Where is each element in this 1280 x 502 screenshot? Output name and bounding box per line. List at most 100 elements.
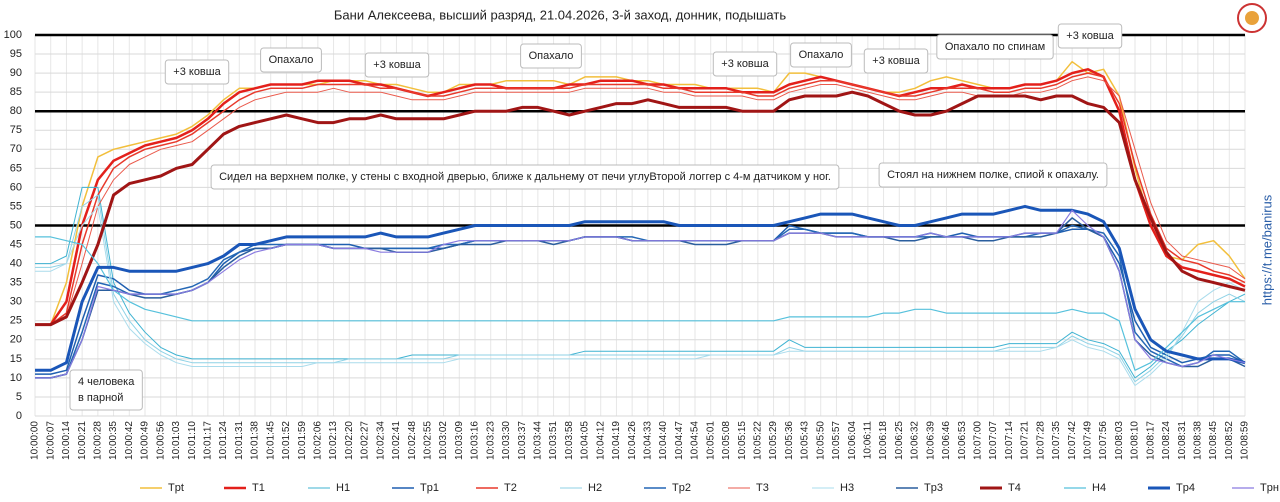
x-tick-label: 10:03:37 bbox=[517, 421, 528, 460]
x-tick-label: 10:06:46 bbox=[941, 421, 952, 460]
x-tick-label: 10:07:35 bbox=[1051, 421, 1062, 460]
x-tick-label: 10:07:21 bbox=[1020, 421, 1031, 460]
legend-label: Tp2 bbox=[672, 482, 691, 494]
x-tick-label: 10:00:56 bbox=[155, 421, 166, 460]
y-tick-label: 0 bbox=[16, 410, 22, 422]
y-tick-label: 10 bbox=[10, 372, 22, 384]
y-tick-label: 45 bbox=[10, 238, 22, 250]
legend-label: H3 bbox=[840, 482, 854, 494]
x-tick-label: 10:01:59 bbox=[297, 421, 308, 460]
x-tick-label: 10:05:01 bbox=[705, 421, 716, 460]
x-tick-label: 10:05:43 bbox=[800, 421, 811, 460]
annotation: +3 ковша bbox=[164, 59, 230, 85]
x-tick-label: 10:01:38 bbox=[250, 421, 261, 460]
x-tick-label: 10:07:49 bbox=[1082, 421, 1093, 460]
x-tick-label: 10:03:58 bbox=[564, 421, 575, 460]
x-tick-label: 10:02:55 bbox=[422, 421, 433, 460]
legend-label: Tpt bbox=[168, 482, 184, 494]
x-tick-label: 10:02:34 bbox=[375, 421, 386, 460]
y-tick-label: 15 bbox=[10, 353, 22, 365]
x-tick-label: 10:01:52 bbox=[281, 421, 292, 460]
x-tick-label: 10:08:59 bbox=[1240, 421, 1251, 460]
x-tick-label: 10:05:29 bbox=[768, 421, 779, 460]
x-tick-label: 10:07:28 bbox=[1035, 421, 1046, 460]
annotation-text: в парной bbox=[78, 392, 123, 404]
x-tick-label: 10:03:44 bbox=[532, 421, 543, 460]
y-tick-label: 25 bbox=[10, 315, 22, 327]
x-tick-label: 10:02:48 bbox=[407, 421, 418, 460]
series-line bbox=[35, 76, 1246, 326]
annotation: Опахало bbox=[520, 43, 582, 69]
x-tick-label: 10:04:05 bbox=[580, 421, 591, 460]
y-tick-label: 50 bbox=[10, 219, 22, 231]
logo-core bbox=[1245, 11, 1259, 25]
x-tick-label: 10:06:53 bbox=[957, 421, 968, 460]
annotation-box bbox=[1057, 23, 1123, 49]
legend-label: T3 bbox=[756, 482, 769, 494]
y-tick-label: 100 bbox=[4, 29, 22, 41]
series-line bbox=[35, 224, 1246, 375]
x-tick-label: 10:03:23 bbox=[485, 421, 496, 460]
x-tick-label: 10:02:13 bbox=[328, 421, 339, 460]
annotation: Опахало по спинам bbox=[936, 34, 1054, 60]
annotation-box bbox=[863, 48, 929, 74]
legend-label: H2 bbox=[588, 482, 602, 494]
legend-label: T1 bbox=[252, 482, 265, 494]
x-tick-label: 10:04:54 bbox=[690, 421, 701, 460]
x-tick-label: 10:06:04 bbox=[847, 421, 858, 460]
annotation-text: 4 человека bbox=[78, 376, 135, 388]
x-tick-label: 10:08:24 bbox=[1161, 421, 1172, 460]
legend-label: H1 bbox=[336, 482, 350, 494]
x-tick-label: 10:03:02 bbox=[438, 421, 449, 460]
annotation-text: Сидел на верхнем полке, у стены с входно… bbox=[219, 171, 831, 183]
legend-label: Tp4 bbox=[1176, 482, 1195, 494]
annotation: Стоял на нижнем полке, спиой к опахалу. bbox=[878, 162, 1108, 188]
annotation: Опахало bbox=[260, 47, 322, 73]
x-tick-label: 10:06:18 bbox=[878, 421, 889, 460]
x-tick-label: 10:01:10 bbox=[187, 421, 198, 460]
x-tick-label: 10:04:19 bbox=[611, 421, 622, 460]
x-tick-label: 10:06:32 bbox=[910, 421, 921, 460]
y-tick-label: 90 bbox=[10, 67, 22, 79]
x-tick-label: 10:03:30 bbox=[501, 421, 512, 460]
x-tick-label: 10:07:14 bbox=[1004, 421, 1015, 460]
x-tick-label: 10:06:25 bbox=[894, 421, 905, 460]
annotation: +3 ковша bbox=[1057, 23, 1123, 49]
annotation-text: Опахало bbox=[799, 49, 844, 61]
annotation-box bbox=[712, 51, 778, 77]
x-tick-label: 10:01:31 bbox=[234, 421, 245, 460]
x-tick-label: 10:00:14 bbox=[61, 421, 72, 460]
y-tick-label: 60 bbox=[10, 181, 22, 193]
y-tick-label: 30 bbox=[10, 296, 22, 308]
y-tick-label: 55 bbox=[10, 200, 22, 212]
annotation: +3 ковша bbox=[863, 48, 929, 74]
x-tick-label: 10:02:27 bbox=[360, 421, 371, 460]
y-tick-label: 85 bbox=[10, 86, 22, 98]
chart-title: Бани Алексеева, высший разряд, 21.04.202… bbox=[334, 7, 786, 22]
annotation-box bbox=[210, 164, 840, 190]
x-tick-label: 10:02:41 bbox=[391, 421, 402, 460]
annotation-box bbox=[164, 59, 230, 85]
legend-label: T4 bbox=[1008, 482, 1021, 494]
x-tick-label: 10:05:36 bbox=[784, 421, 795, 460]
x-tick-label: 10:01:03 bbox=[171, 421, 182, 460]
annotation-box bbox=[878, 162, 1108, 188]
y-tick-label: 70 bbox=[10, 143, 22, 155]
y-tick-label: 75 bbox=[10, 124, 22, 136]
x-tick-label: 10:04:40 bbox=[658, 421, 669, 460]
legend-label: Tpн bbox=[1260, 482, 1279, 494]
x-tick-label: 10:00:28 bbox=[92, 421, 103, 460]
x-tick-label: 10:05:50 bbox=[815, 421, 826, 460]
annotation-text: Опахало bbox=[269, 54, 314, 66]
y-tick-label: 40 bbox=[10, 258, 22, 270]
x-tick-label: 10:03:09 bbox=[454, 421, 465, 460]
annotation-box bbox=[520, 43, 582, 69]
annotation-box bbox=[790, 42, 852, 68]
x-tick-label: 10:04:12 bbox=[595, 421, 606, 460]
y-tick-label: 5 bbox=[16, 391, 22, 403]
series-line bbox=[35, 72, 1246, 326]
x-tick-label: 10:05:57 bbox=[831, 421, 842, 460]
annotation: Сидел на верхнем полке, у стены с входно… bbox=[210, 164, 840, 190]
y-tick-label: 35 bbox=[10, 277, 22, 289]
